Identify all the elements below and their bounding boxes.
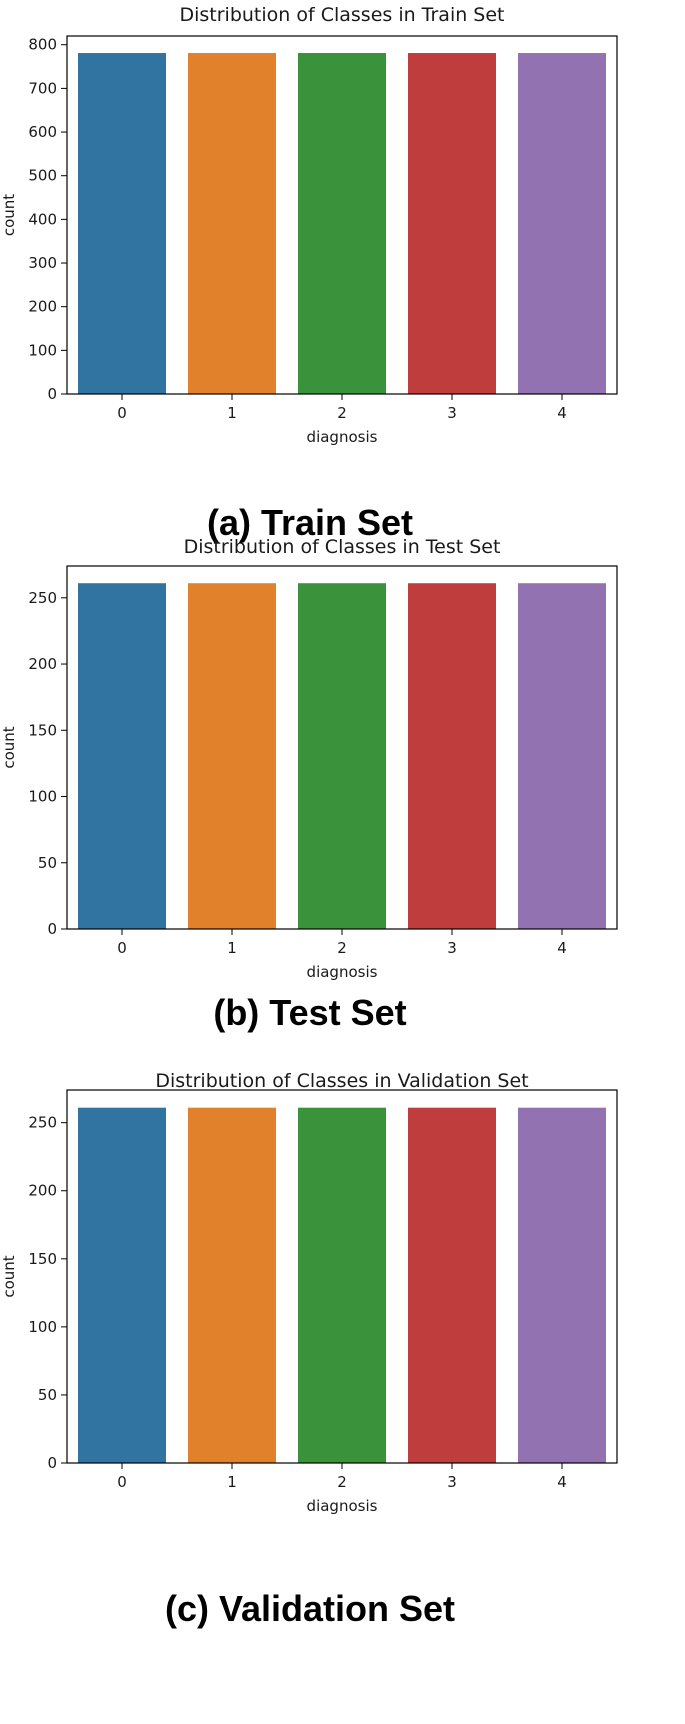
y-tick-label: 250 xyxy=(28,1114,57,1132)
y-tick-label: 200 xyxy=(28,655,57,673)
y-tick-label: 200 xyxy=(28,1182,57,1200)
y-tick-label: 150 xyxy=(28,1250,57,1268)
y-tick-label: 50 xyxy=(38,854,57,872)
x-tick-label: 4 xyxy=(557,404,567,422)
chart-title: Distribution of Classes in Train Set xyxy=(179,4,504,26)
bar-3 xyxy=(408,583,496,929)
y-tick-label: 100 xyxy=(28,788,57,806)
bar-1 xyxy=(188,583,276,929)
x-axis-label: diagnosis xyxy=(307,428,378,446)
bar-0 xyxy=(78,583,166,929)
chart-title: Distribution of Classes in Validation Se… xyxy=(155,1070,528,1092)
bar-0 xyxy=(78,53,166,395)
caption-validation: (c) Validation Set xyxy=(164,1588,456,1629)
x-tick-label: 2 xyxy=(337,1473,347,1491)
x-tick-label: 3 xyxy=(447,1473,457,1491)
y-tick-label: 150 xyxy=(28,721,57,739)
x-tick-label: 4 xyxy=(557,939,567,957)
bar-4 xyxy=(518,53,606,395)
chart-train: Distribution of Classes in Train Set 0 1 2 3… xyxy=(0,4,618,446)
x-tick-label: 2 xyxy=(337,939,347,957)
y-tick-label: 500 xyxy=(28,167,57,185)
bar-4 xyxy=(518,1107,606,1463)
x-axis-label: diagnosis xyxy=(307,963,378,981)
x-tick-label: 3 xyxy=(447,404,457,422)
x-tick-label: 1 xyxy=(227,404,237,422)
chart-test: Distribution of Classes in Test Set 0 1 2 3 4… xyxy=(0,536,618,981)
x-tick-label: 1 xyxy=(227,939,237,957)
plot-frame xyxy=(66,1089,618,1464)
bar-0 xyxy=(78,1107,166,1463)
bar-2 xyxy=(298,53,386,395)
y-tick-label: 300 xyxy=(28,254,57,272)
y-tick-label: 400 xyxy=(28,210,57,228)
y-tick-label: 0 xyxy=(47,385,57,403)
chart-panel-validation: Distribution of Classes in Validation Se… xyxy=(0,1070,685,1644)
y-tick-label: 800 xyxy=(28,36,57,54)
y-tick-label: 250 xyxy=(28,589,57,607)
y-tick-label: 50 xyxy=(38,1386,57,1404)
bar-2 xyxy=(298,1107,386,1463)
y-tick-label: 100 xyxy=(28,341,57,359)
plot-frame xyxy=(66,35,618,395)
x-axis-label: diagnosis xyxy=(307,1497,378,1515)
x-tick-label: 4 xyxy=(557,1473,567,1491)
plot-frame xyxy=(66,565,618,930)
y-axis-label: count xyxy=(0,1255,18,1297)
y-tick-label: 200 xyxy=(28,298,57,316)
y-axis-label: count xyxy=(0,194,18,236)
x-tick-label: 0 xyxy=(117,1473,127,1491)
bar-1 xyxy=(188,1107,276,1463)
caption-test: (b) Test Set xyxy=(213,992,407,1033)
y-axis-label: count xyxy=(0,726,18,768)
x-tick-label: 0 xyxy=(117,404,127,422)
bar-3 xyxy=(408,1107,496,1463)
y-tick-label: 0 xyxy=(47,1454,57,1472)
chart-panel-train: Distribution of Classes in Train Set 0 1 2 3… xyxy=(0,0,685,560)
x-tick-label: 1 xyxy=(227,1473,237,1491)
caption-train: (a) Train Set xyxy=(206,502,414,543)
x-tick-label: 3 xyxy=(447,939,457,957)
y-tick-label: 100 xyxy=(28,1318,57,1336)
bar-4 xyxy=(518,583,606,929)
x-tick-label: 0 xyxy=(117,939,127,957)
chart-panel-test: Distribution of Classes in Test Set 0 1 2 3 4… xyxy=(0,536,685,1140)
chart-title: Distribution of Classes in Test Set xyxy=(184,536,501,558)
bar-3 xyxy=(408,53,496,395)
y-tick-label: 600 xyxy=(28,123,57,141)
x-tick-label: 2 xyxy=(337,404,347,422)
bar-2 xyxy=(298,583,386,929)
y-tick-label: 700 xyxy=(28,79,57,97)
y-tick-label: 0 xyxy=(47,920,57,938)
bar-1 xyxy=(188,53,276,395)
chart-validation: Distribution of Classes in Validation Se… xyxy=(0,1070,618,1515)
